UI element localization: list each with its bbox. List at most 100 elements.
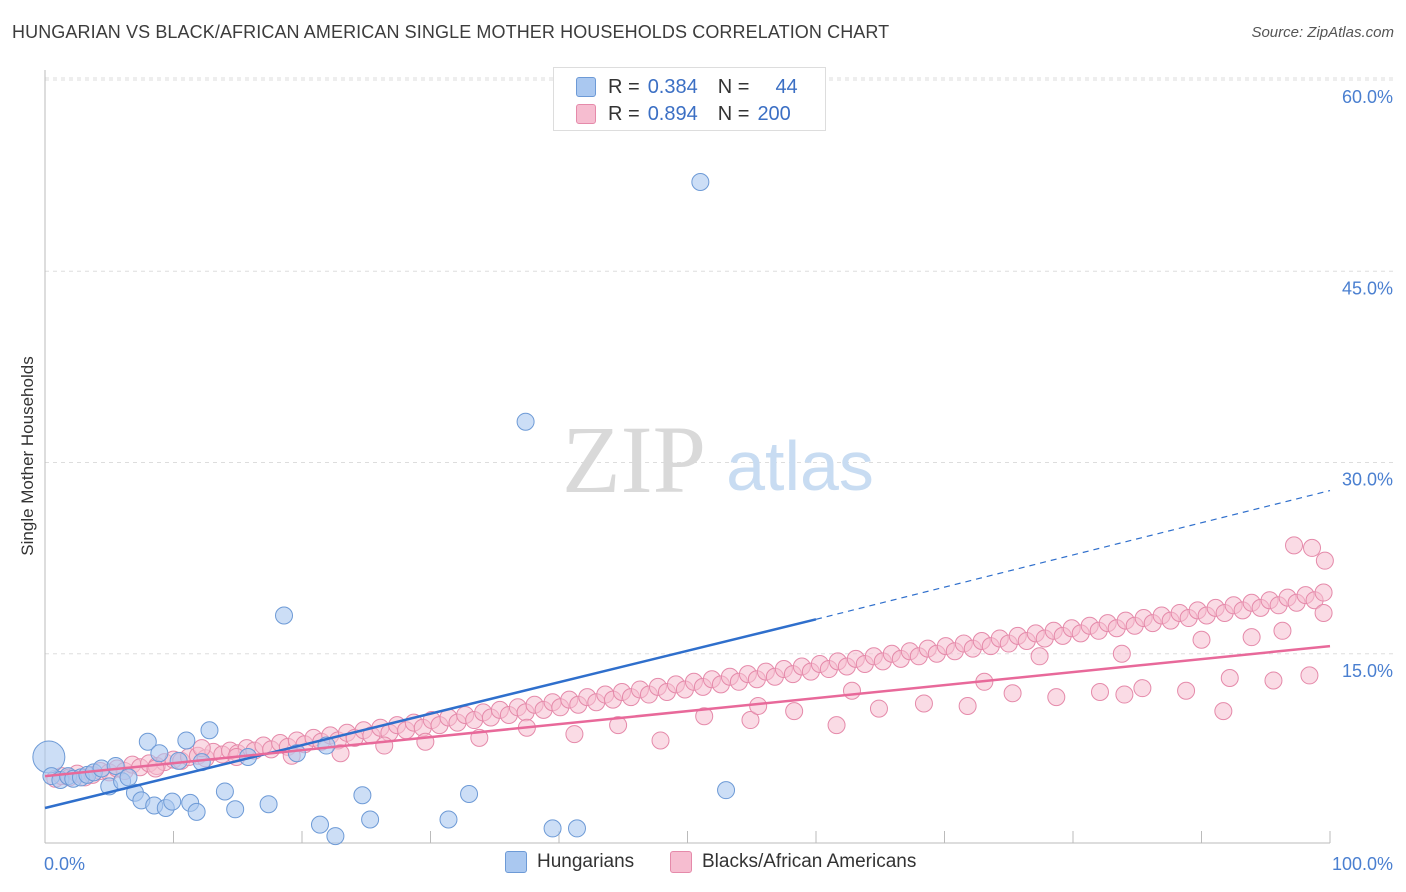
- watermark-zip: ZIP: [562, 406, 706, 513]
- black-point: [1115, 685, 1134, 704]
- tick-labels: 15.0% 30.0% 45.0% 60.0% 0.0% 100.0%: [44, 87, 1393, 874]
- black-point: [1133, 679, 1152, 698]
- black-point: [741, 711, 760, 730]
- black-point: [785, 702, 804, 721]
- black-point: [869, 699, 888, 718]
- blacks-legend-swatch: [670, 851, 692, 873]
- legend-item-hungarians[interactable]: Hungarians: [505, 851, 634, 873]
- series-legend: Hungarians Blacks/African Americans: [0, 851, 1406, 877]
- y-tick-label: 15.0%: [1342, 661, 1393, 681]
- legend-item-blacks[interactable]: Blacks/African Americans: [670, 851, 916, 873]
- black-point: [1177, 681, 1196, 700]
- hungarian-point: [543, 819, 562, 838]
- black-point: [1300, 666, 1319, 685]
- black-point: [914, 694, 933, 713]
- hungarian-trend-line: [44, 618, 817, 810]
- black-point: [842, 681, 861, 700]
- y-tick-label: 45.0%: [1342, 278, 1393, 298]
- black-point: [827, 716, 846, 735]
- black-point: [609, 716, 628, 735]
- grid-lines: [45, 77, 1395, 655]
- black-point: [1030, 647, 1049, 666]
- hungarian-point: [226, 800, 245, 819]
- black-point: [565, 725, 584, 744]
- hungarian-point: [163, 792, 182, 811]
- black-point: [1285, 536, 1304, 555]
- black-point: [1047, 688, 1066, 707]
- black-point: [1242, 628, 1261, 647]
- y-tick-label: 30.0%: [1342, 470, 1393, 490]
- black-point: [375, 736, 394, 755]
- x-tick-label-min: 0.0%: [44, 854, 85, 874]
- legend-row-hungarians: R = 0.384 N = 44: [576, 74, 798, 100]
- r-label: R =: [608, 102, 640, 125]
- n-label: N =: [717, 102, 750, 125]
- stats-legend: R = 0.384 N = 44 R = 0.894 N = 200: [553, 67, 826, 131]
- hungarian-point: [275, 606, 294, 625]
- y-tick-label: 60.0%: [1342, 87, 1393, 107]
- hungarian-point: [187, 802, 206, 821]
- black-point: [331, 744, 350, 763]
- legend-row-blacks: R = 0.894 N = 200: [576, 101, 791, 127]
- hungarian-point: [310, 815, 329, 834]
- hungarian-point: [717, 781, 736, 800]
- x-tick-label-max: 100.0%: [1332, 854, 1393, 874]
- black-point: [1264, 671, 1283, 690]
- blacks-swatch: [576, 104, 596, 124]
- hungarian-point: [287, 744, 306, 763]
- watermark: ZIP atlas: [562, 406, 874, 513]
- chart-title: HUNGARIAN VS BLACK/AFRICAN AMERICAN SING…: [12, 22, 890, 42]
- hungarian-point: [460, 785, 479, 803]
- r-value: 0.894: [647, 102, 698, 125]
- hungarian-point: [439, 810, 458, 829]
- hungarians-swatch: [576, 77, 596, 97]
- black-point: [1303, 538, 1322, 557]
- black-point: [1090, 683, 1109, 701]
- black-trend-line: [44, 644, 1331, 778]
- black-point: [651, 731, 670, 750]
- black-point: [1273, 621, 1292, 640]
- black-point: [1112, 644, 1131, 663]
- hungarian-point: [200, 721, 219, 740]
- r-value: 0.384: [647, 75, 698, 98]
- hungarian-point: [516, 412, 535, 431]
- watermark-atlas: atlas: [726, 427, 874, 505]
- hungarian-trend-extension: [815, 489, 1331, 620]
- hungarian-point: [361, 810, 380, 829]
- black-point: [695, 707, 714, 726]
- black-point: [1314, 583, 1333, 602]
- legend-label-hungarians: Hungarians: [537, 851, 635, 872]
- black-point: [1003, 684, 1022, 703]
- hungarian-point: [691, 173, 710, 191]
- black-point: [958, 697, 977, 716]
- hungarian-point: [353, 786, 372, 805]
- hungarian-point: [259, 795, 278, 814]
- hungarian-point: [567, 819, 586, 838]
- hungarian-point: [215, 782, 234, 801]
- hungarians-legend-swatch: [505, 851, 527, 873]
- hungarian-point: [119, 768, 138, 787]
- legend-label-blacks: Blacks/African Americans: [702, 851, 917, 872]
- black-point: [1192, 630, 1211, 649]
- black-point: [146, 759, 165, 778]
- black-point: [1315, 551, 1334, 570]
- hungarian-point: [177, 731, 196, 750]
- series-black-points: [46, 536, 1334, 788]
- hungarian-point: [150, 744, 169, 763]
- r-label: R =: [608, 75, 640, 98]
- n-label: N =: [717, 75, 750, 98]
- black-point: [1220, 668, 1239, 687]
- hungarian-point: [326, 827, 345, 846]
- trend-lines: [44, 489, 1331, 810]
- hungarian-point: [138, 732, 157, 751]
- black-point: [1214, 702, 1233, 721]
- black-point: [749, 697, 768, 716]
- series-hungarian-points: [32, 173, 736, 846]
- black-point: [1314, 603, 1333, 622]
- n-value: 44: [775, 75, 798, 98]
- axes: [44, 70, 1331, 844]
- n-value: 200: [757, 102, 791, 125]
- black-point: [416, 732, 435, 751]
- source-label: Source: ZipAtlas.com: [1251, 24, 1394, 41]
